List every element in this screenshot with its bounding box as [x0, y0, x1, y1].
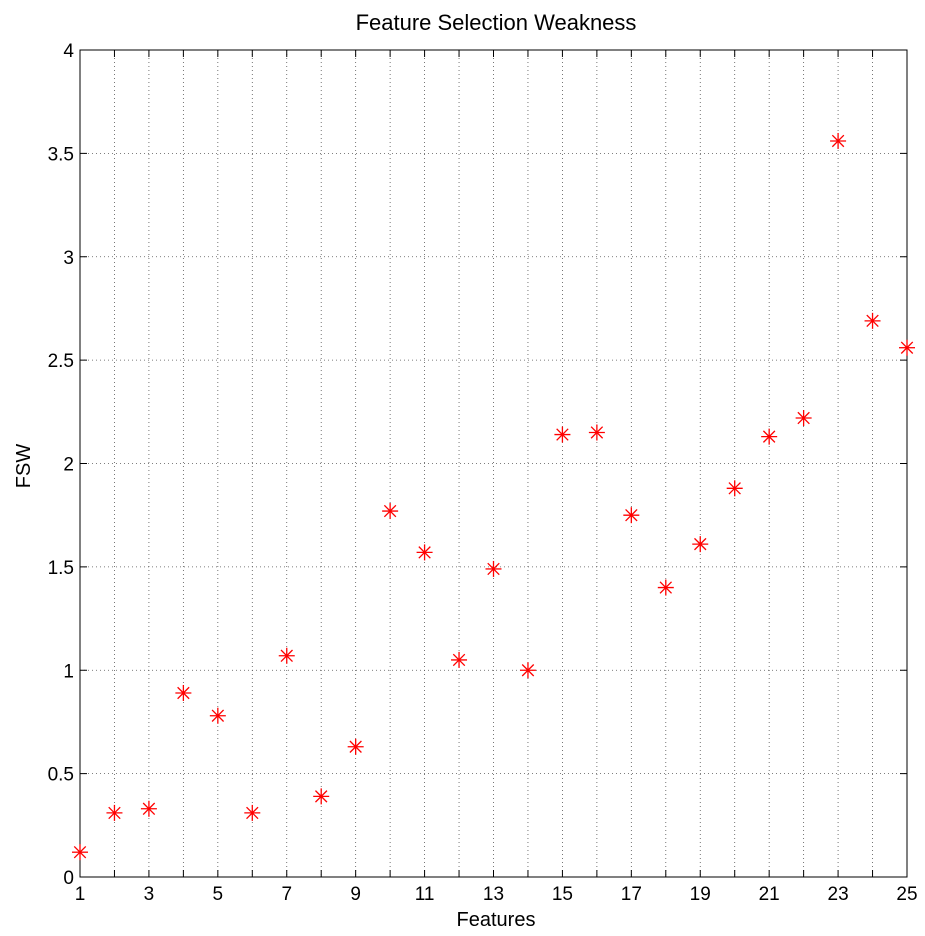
data-point	[588, 424, 605, 441]
data-point	[140, 800, 157, 817]
data-point	[209, 707, 226, 724]
data-point	[692, 536, 709, 553]
y-tick-label: 3.5	[48, 144, 74, 165]
y-tick-label: 0.5	[48, 765, 74, 786]
x-tick-label: 25	[896, 884, 917, 905]
data-point	[554, 426, 571, 443]
x-tick-label: 7	[281, 884, 292, 905]
data-point	[795, 410, 812, 427]
y-tick-label: 0	[63, 868, 74, 889]
x-tick-label: 15	[552, 884, 573, 905]
y-tick-labels: 0 0.5 1 1.5 2 2.5 3 3.5 4	[48, 41, 75, 889]
y-tick-label: 2	[63, 455, 74, 476]
x-tick-label: 19	[690, 884, 711, 905]
y-tick-label: 1.5	[48, 558, 74, 579]
y-tick-label: 3	[63, 248, 74, 269]
x-tick-label: 21	[759, 884, 780, 905]
data-point	[416, 544, 433, 561]
data-point	[899, 339, 915, 356]
y-tick-label: 4	[63, 41, 74, 62]
x-tick-label: 1	[75, 884, 86, 905]
data-point	[347, 738, 364, 755]
data-point	[726, 480, 743, 497]
data-points	[72, 132, 915, 861]
x-tick-label: 23	[828, 884, 849, 905]
x-tick-label: 5	[213, 884, 224, 905]
x-tick-label: 3	[144, 884, 155, 905]
data-point	[106, 804, 123, 821]
data-point	[278, 647, 295, 664]
axis-ticks	[79, 49, 908, 878]
data-point	[623, 507, 640, 524]
x-tick-label: 11	[415, 884, 435, 905]
chart-title: Feature Selection Weakness	[356, 10, 637, 35]
x-axis-label: Features	[457, 909, 536, 931]
data-point	[761, 428, 778, 445]
x-tick-label: 9	[350, 884, 361, 905]
data-point	[485, 560, 502, 577]
grid	[80, 50, 907, 877]
y-axis-label: FSW	[13, 444, 35, 489]
x-tick-label: 13	[483, 884, 504, 905]
data-point	[830, 132, 847, 149]
data-point	[519, 662, 536, 679]
data-point	[313, 788, 330, 805]
x-tick-label: 17	[621, 884, 642, 905]
data-point	[864, 312, 881, 329]
data-point	[72, 844, 88, 861]
y-tick-label: 2.5	[48, 351, 74, 372]
data-point	[451, 651, 468, 668]
data-point	[175, 684, 192, 701]
data-point	[382, 503, 399, 520]
y-tick-label: 1	[63, 661, 74, 682]
data-point	[657, 579, 674, 596]
x-tick-labels: 1 3 5 7 9 11 13 15 17 19 21 23 25	[75, 884, 918, 905]
data-point	[244, 804, 261, 821]
